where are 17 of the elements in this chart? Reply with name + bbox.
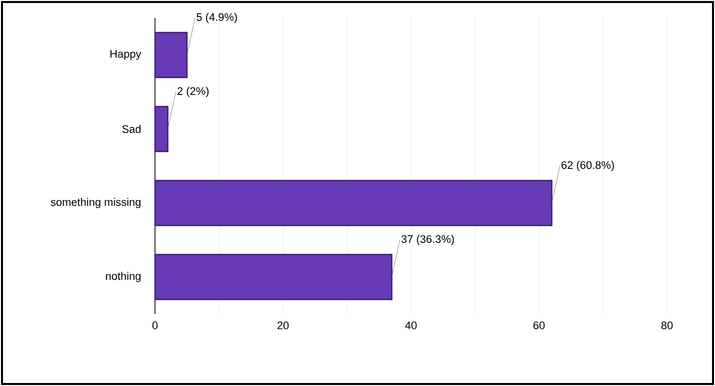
y-tick-label: Sad: [122, 124, 141, 134]
data-label: 37 (36.3%): [401, 234, 454, 246]
data-label: 62 (60.8%): [562, 160, 614, 172]
data-label: 5 (4.9%): [196, 12, 237, 24]
data-label: 2 (2%): [178, 86, 209, 98]
bar: [154, 32, 188, 78]
y-tick-label: Happy: [110, 50, 142, 60]
x-tick-label: 40: [405, 322, 417, 330]
y-tick-label: nothing: [106, 272, 141, 282]
x-tick-label: 20: [277, 322, 289, 330]
x-tick-label: 0: [152, 322, 158, 330]
bar: [154, 180, 552, 226]
bar: [154, 254, 392, 300]
y-tick-label: something missing: [50, 198, 141, 208]
bar: [154, 106, 168, 152]
x-tick-label: 80: [661, 322, 673, 330]
x-tick-label: 60: [533, 322, 545, 330]
